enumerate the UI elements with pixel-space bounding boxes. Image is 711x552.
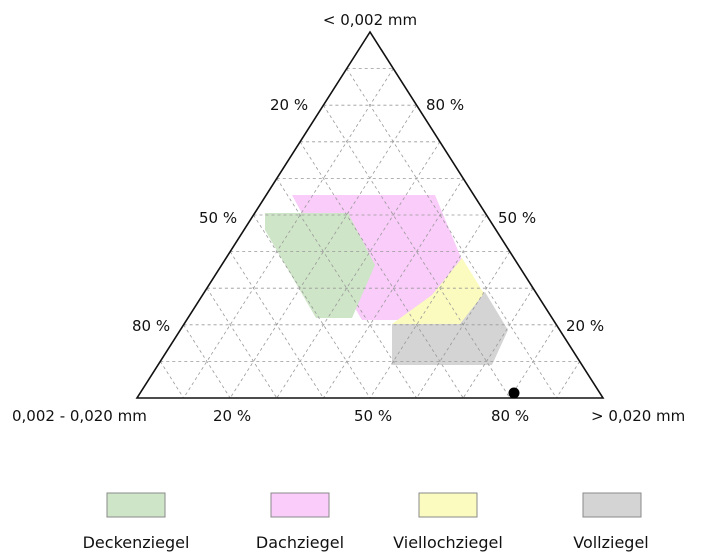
legend-item-vollziegel: Vollziegel bbox=[573, 492, 649, 552]
grid-line bbox=[369, 214, 487, 399]
region-viellochziegel bbox=[392, 258, 485, 324]
legend-swatch-deckenziegel bbox=[106, 492, 166, 518]
grid-line bbox=[346, 68, 557, 399]
legend-item-dachziegel: Dachziegel bbox=[256, 492, 344, 552]
grid-line bbox=[183, 68, 394, 399]
vertex-label-right: > 0,020 mm bbox=[591, 407, 685, 425]
vertex-label-top: < 0,002 mm bbox=[323, 11, 417, 29]
legend-label-deckenziegel: Deckenziegel bbox=[83, 533, 190, 552]
grid-line bbox=[462, 287, 534, 399]
grid-line bbox=[276, 178, 417, 399]
left-tick-label-50: 50 % bbox=[199, 209, 237, 227]
legend-swatch-dachziegel bbox=[270, 492, 330, 518]
grid-line bbox=[276, 141, 441, 399]
triangle-outline bbox=[135, 30, 605, 399]
bottom-tick-label-20: 20 % bbox=[213, 407, 251, 425]
grid-line bbox=[159, 361, 184, 399]
grid-line bbox=[183, 324, 231, 399]
right-tick-label-20: 20 % bbox=[566, 317, 604, 335]
legend-label-vollziegel: Vollziegel bbox=[573, 533, 649, 552]
vertex-label-left: 0,002 - 0,020 mm bbox=[12, 407, 147, 425]
sample-point-marker bbox=[508, 387, 520, 399]
grid-line bbox=[229, 104, 417, 399]
right-tick-label-50: 50 % bbox=[498, 209, 536, 227]
legend-swatch-vollziegel bbox=[582, 492, 642, 518]
region-deckenziegel bbox=[265, 213, 375, 318]
bottom-tick-label-50: 50 % bbox=[354, 407, 392, 425]
legend-item-viellochziegel: Viellochziegel bbox=[393, 492, 503, 552]
grid-line bbox=[253, 214, 371, 399]
region-vollziegel bbox=[392, 292, 508, 365]
left-tick-label-80: 80 % bbox=[132, 317, 170, 335]
right-tick-label-80: 80 % bbox=[426, 96, 464, 114]
bottom-tick-label-80: 80 % bbox=[491, 407, 529, 425]
legend: Deckenziegel Dachziegel Viellochziegel V… bbox=[83, 492, 649, 552]
legend-swatch-viellochziegel bbox=[418, 492, 478, 518]
grid-line bbox=[299, 141, 464, 399]
legend-label-dachziegel: Dachziegel bbox=[256, 533, 344, 552]
legend-label-viellochziegel: Viellochziegel bbox=[393, 533, 503, 552]
grid-line bbox=[556, 361, 581, 399]
left-tick-label-20: 20 % bbox=[270, 96, 308, 114]
grid-layer bbox=[159, 68, 581, 399]
regions-layer bbox=[265, 195, 508, 365]
grid-line bbox=[323, 104, 511, 399]
legend-item-deckenziegel: Deckenziegel bbox=[83, 492, 190, 552]
grid-line bbox=[206, 287, 278, 399]
